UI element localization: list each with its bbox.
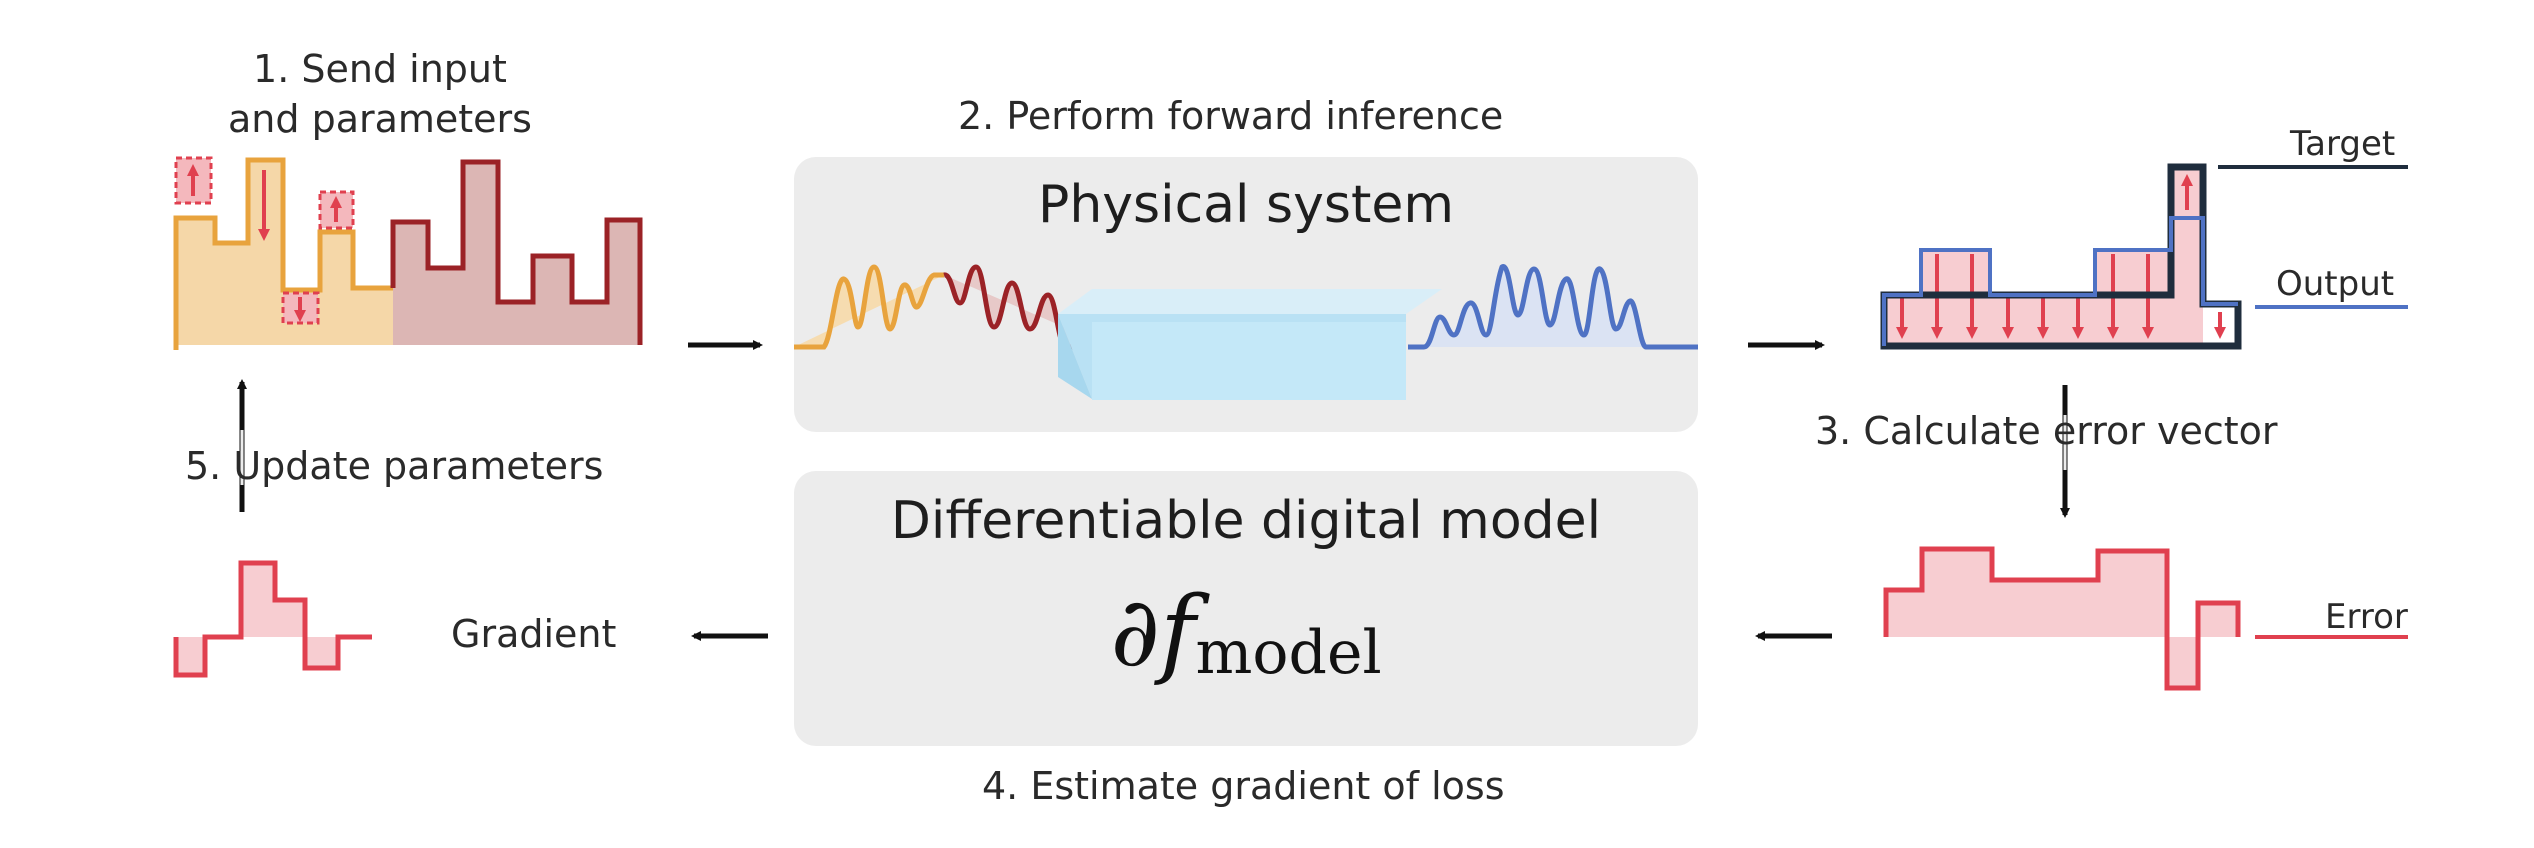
error-histogram — [1883, 546, 2408, 691]
step2-label: 2. Perform forward inference — [958, 94, 1504, 138]
step1-line1: 1. Send input — [253, 47, 507, 91]
crystal-side — [1058, 314, 1092, 399]
physical-system-graphics — [794, 264, 1698, 400]
error-line — [1883, 546, 2241, 691]
model-gradient-formula: ∂fmodel — [794, 576, 1698, 688]
error-legend-label: Error — [2325, 597, 2408, 637]
physical-system-title: Physical system — [1037, 175, 1455, 235]
crystal-top — [1058, 289, 1442, 314]
step1-label: 1. Send input and parameters — [228, 44, 532, 144]
parameters-line — [390, 159, 643, 345]
input-fill — [176, 160, 393, 345]
formula-subscript: model — [1195, 618, 1382, 688]
step1-line2: and parameters — [228, 97, 532, 141]
error-fill — [1886, 549, 2238, 688]
step3-label: 3. Calculate error vector — [1815, 409, 2278, 453]
target-legend-label: Target — [2290, 124, 2396, 164]
parameters-fill — [393, 162, 640, 345]
output-legend-label: Output — [2276, 264, 2395, 304]
step4-label: 4. Estimate gradient of loss — [982, 764, 1505, 808]
physical-system-box: Physical system — [794, 157, 1698, 432]
step5-label: 5. Update parameters — [185, 444, 604, 488]
formula-f: f — [1159, 576, 1196, 688]
gradient-line — [173, 560, 372, 678]
digital-model-box: Differentiable digital model ∂fmodel — [794, 471, 1698, 746]
output-wave — [1408, 264, 1698, 350]
gradient-legend-label: Gradient — [451, 612, 617, 656]
gradient-fill — [176, 563, 338, 675]
digital-model-title: Differentiable digital model — [890, 491, 1602, 551]
input-parameters-histogram — [173, 156, 643, 350]
gradient-histogram — [173, 560, 372, 678]
parameter-wave — [943, 264, 1110, 350]
partial-symbol: ∂ — [1110, 576, 1160, 688]
crystal-face — [1092, 322, 1406, 400]
input-line — [173, 157, 393, 345]
input-wave — [794, 264, 944, 350]
